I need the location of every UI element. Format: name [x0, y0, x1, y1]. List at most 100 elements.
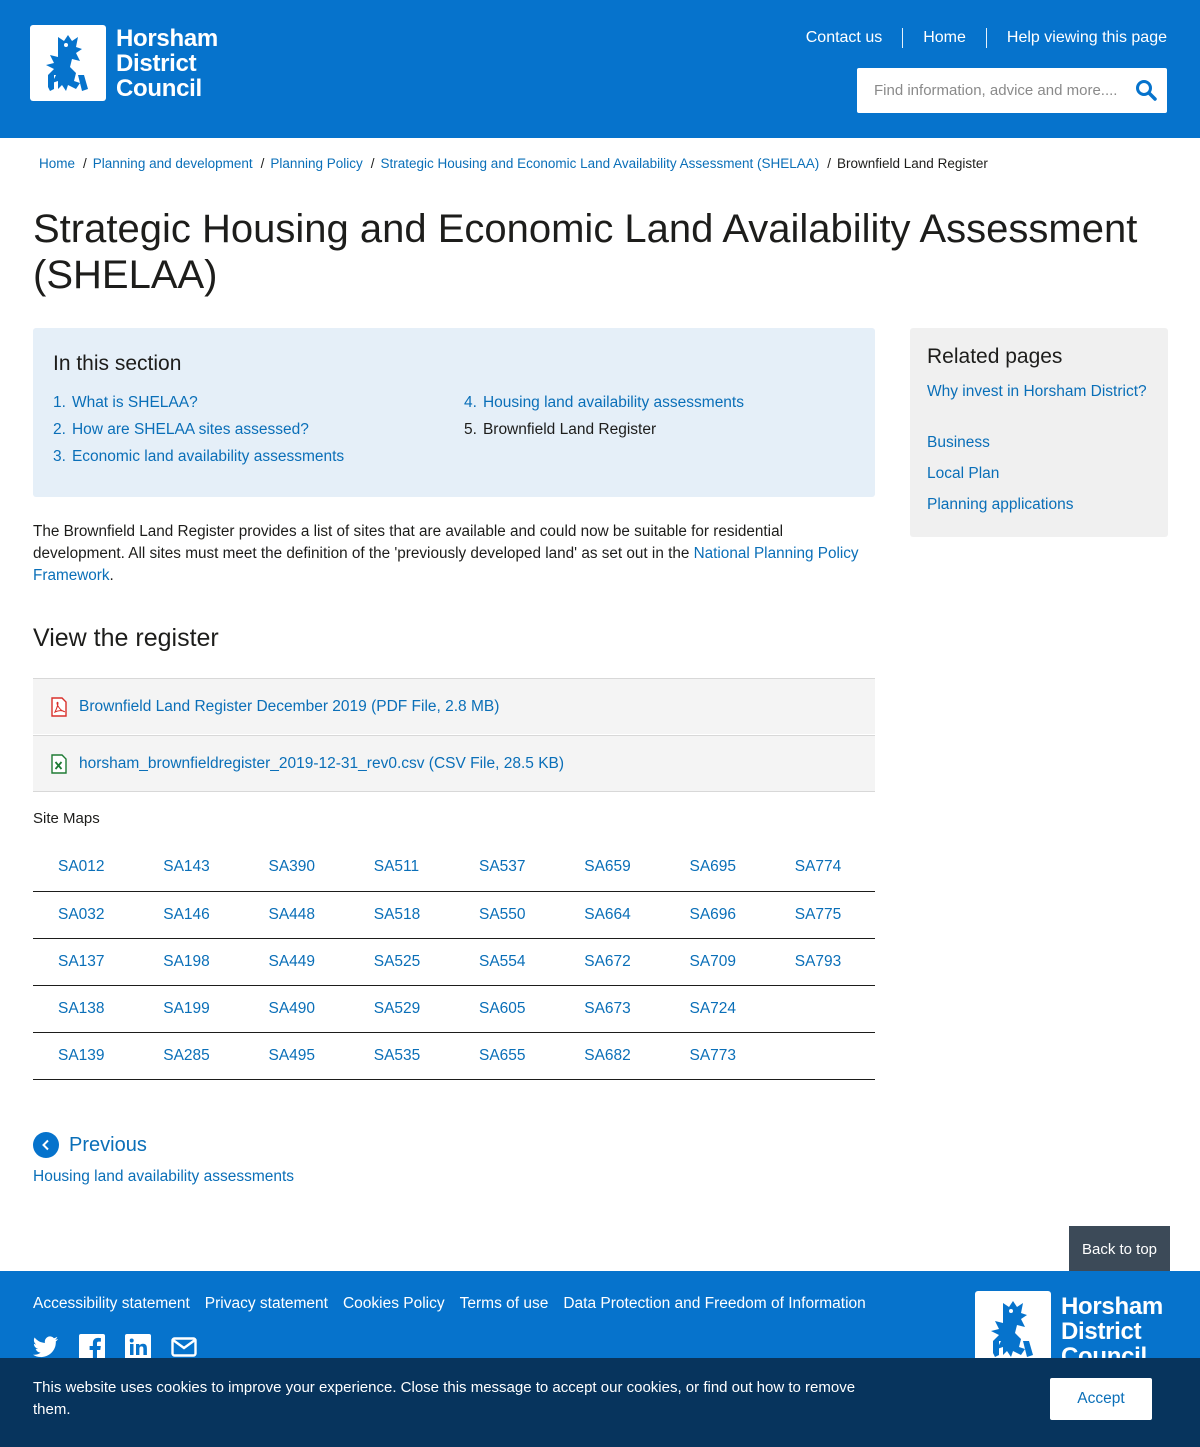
file-download-label[interactable]: Brownfield Land Register December 2019 (… — [79, 697, 500, 715]
site-map-link[interactable]: SA655 — [479, 1046, 526, 1064]
back-to-top-button[interactable]: Back to top — [1069, 1226, 1170, 1272]
related-pages-panel: Related pages Why invest in Horsham Dist… — [910, 328, 1168, 537]
section-item-what-is-shelaa[interactable]: 1. What is SHELAA? — [53, 394, 198, 412]
site-map-link[interactable]: SA448 — [268, 905, 316, 923]
breadcrumb-home[interactable]: Home — [39, 156, 76, 171]
site-map-cell: SA550 — [454, 891, 560, 939]
site-map-link[interactable]: SA773 — [689, 1046, 737, 1064]
site-map-cell: SA664 — [559, 891, 665, 939]
logo-line: District — [116, 49, 197, 77]
site-map-link[interactable]: SA146 — [163, 905, 210, 923]
breadcrumb-planning-development[interactable]: Planning and development — [92, 156, 253, 171]
breadcrumb-shelaa[interactable]: Strategic Housing and Economic Land Avai… — [380, 156, 820, 171]
accept-cookies-button[interactable]: Accept — [1050, 1378, 1152, 1420]
file-download-label[interactable]: horsham_brownfieldregister_2019-12-31_re… — [79, 754, 565, 772]
logo-line: District — [1061, 1318, 1142, 1345]
site-map-link[interactable]: SA550 — [479, 905, 526, 923]
site-map-link[interactable]: SA775 — [794, 905, 842, 923]
site-map-link[interactable]: SA605 — [479, 999, 526, 1017]
site-map-link[interactable]: SA495 — [268, 1046, 316, 1064]
site-map-link[interactable]: SA696 — [689, 905, 737, 923]
twitter-icon[interactable] — [33, 1334, 59, 1360]
site-map-link[interactable]: SA682 — [584, 1046, 631, 1064]
logo-line: Council — [116, 74, 202, 102]
footer-link-data-protection[interactable]: Data Protection and Freedom of Informati… — [563, 1295, 866, 1312]
site-map-link[interactable]: SA709 — [689, 952, 737, 970]
section-item-label: How are SHELAA sites assessed? — [71, 421, 309, 438]
site-map-link[interactable]: SA285 — [163, 1046, 210, 1064]
linkedin-icon[interactable] — [125, 1334, 151, 1360]
chevron-left-icon[interactable] — [33, 1132, 59, 1158]
site-map-link[interactable]: SA664 — [584, 905, 631, 923]
lion-crest-icon — [975, 1291, 1051, 1367]
site-map-link[interactable]: SA695 — [689, 858, 737, 876]
site-map-link[interactable]: SA774 — [794, 858, 842, 876]
footer-link-accessibility[interactable]: Accessibility statement — [33, 1295, 190, 1312]
site-map-link[interactable]: SA659 — [584, 858, 631, 876]
related-pages-heading: Related pages — [927, 345, 1063, 368]
site-map-link[interactable]: SA537 — [479, 858, 526, 876]
previous-label[interactable]: Previous — [69, 1133, 147, 1156]
section-item-economic-land[interactable]: 3. Economic land availability assessments — [53, 448, 344, 466]
lion-crest-icon — [30, 25, 106, 101]
site-map-link[interactable]: SA012 — [58, 858, 105, 876]
site-map-link[interactable]: SA529 — [373, 999, 421, 1017]
site-map-link[interactable]: SA525 — [373, 952, 421, 970]
section-item-how-assessed[interactable]: 2. How are SHELAA sites assessed? — [53, 421, 309, 439]
site-map-link[interactable]: SA554 — [479, 952, 526, 970]
related-link-local-plan[interactable]: Local Plan — [927, 465, 1000, 482]
footer-link-cookies[interactable]: Cookies Policy — [342, 1295, 445, 1312]
file-download-csv[interactable]: horsham_brownfieldregister_2019-12-31_re… — [33, 735, 875, 791]
site-map-link[interactable]: SA198 — [163, 952, 210, 970]
site-map-link[interactable]: SA390 — [268, 858, 316, 876]
site-map-link[interactable]: SA032 — [58, 905, 105, 923]
site-map-cell: SA709 — [664, 938, 770, 986]
related-link-invest[interactable]: Why invest in Horsham District? — [927, 383, 1147, 400]
previous-page-link[interactable]: Housing land availability assessments — [33, 1168, 295, 1185]
site-map-link[interactable]: SA511 — [373, 858, 420, 876]
previous-page-nav[interactable]: Previous Housing land availability asses… — [33, 1132, 294, 1186]
site-map-link[interactable]: SA449 — [268, 952, 316, 970]
email-icon[interactable] — [171, 1334, 197, 1360]
related-link-business[interactable]: Business — [927, 434, 990, 451]
site-map-link[interactable]: SA673 — [584, 999, 631, 1017]
site-map-link[interactable]: SA143 — [163, 858, 210, 876]
search-icon[interactable] — [1135, 79, 1157, 106]
site-map-link[interactable]: SA793 — [794, 952, 842, 970]
nppf-link[interactable]: National Planning Policy Framework — [33, 545, 859, 584]
site-map-link[interactable]: SA490 — [268, 999, 316, 1017]
site-maps-row: SA137 SA198 SA449 SA525 SA554 SA672 SA709 SA793 — [33, 938, 875, 986]
council-logo[interactable]: Horsham District Council — [30, 25, 218, 101]
site-map-link[interactable]: SA724 — [689, 999, 737, 1017]
file-download-pdf[interactable]: Brownfield Land Register December 2019 (… — [33, 678, 875, 734]
site-map-link[interactable]: SA139 — [58, 1046, 105, 1064]
nav-help-viewing[interactable]: Help viewing this page — [1006, 29, 1167, 46]
search-input[interactable] — [857, 70, 1123, 111]
site-map-cell: SA198 — [138, 938, 244, 986]
site-map-link[interactable]: SA199 — [163, 999, 210, 1017]
site-map-cell: SA199 — [138, 985, 244, 1033]
site-maps-row: SA012 SA143 SA390 SA511 SA537 SA659 SA695 SA774 — [33, 844, 875, 892]
site-map-cell: SA449 — [243, 938, 349, 986]
view-register-heading: View the register — [33, 624, 219, 652]
site-map-cell: SA138 — [33, 985, 139, 1033]
section-item-housing-land[interactable]: 4. Housing land availability assessments — [464, 394, 744, 412]
nav-home[interactable]: Home — [923, 29, 966, 46]
site-map-link[interactable]: SA137 — [58, 952, 105, 970]
site-map-cell: SA448 — [243, 891, 349, 939]
section-item-number: 4. — [464, 394, 477, 411]
related-link-planning-applications[interactable]: Planning applications — [927, 496, 1074, 513]
site-map-cell: SA537 — [454, 844, 560, 892]
facebook-icon[interactable] — [79, 1334, 105, 1360]
site-map-link[interactable]: SA518 — [373, 905, 421, 923]
breadcrumb-planning-policy[interactable]: Planning Policy — [270, 156, 363, 171]
site-map-cell: SA655 — [454, 1032, 560, 1080]
footer-link-terms[interactable]: Terms of use — [459, 1295, 549, 1312]
nav-contact-us[interactable]: Contact us — [805, 29, 883, 46]
site-map-link[interactable]: SA138 — [58, 999, 105, 1017]
site-map-cell — [769, 1032, 875, 1080]
site-map-link[interactable]: SA535 — [373, 1046, 421, 1064]
site-map-link[interactable]: SA672 — [584, 952, 631, 970]
site-map-cell: SA535 — [348, 1032, 454, 1080]
footer-link-privacy[interactable]: Privacy statement — [204, 1295, 328, 1312]
